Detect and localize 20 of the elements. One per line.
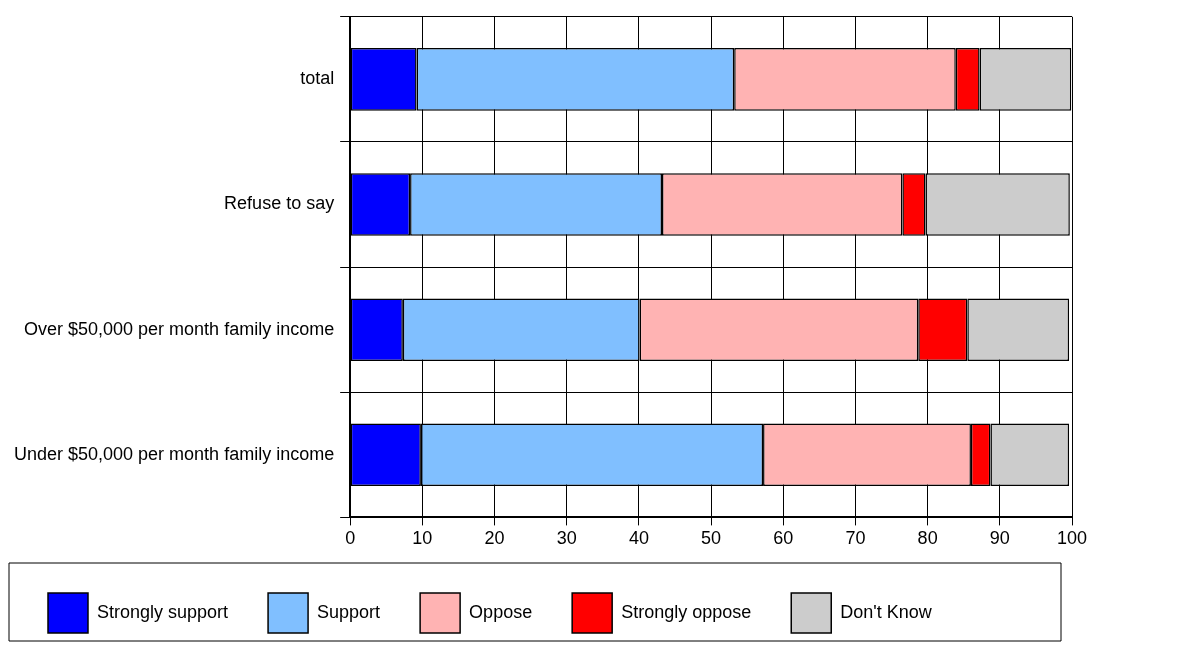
x-tick-label: 20 (484, 528, 505, 549)
legend-label: Oppose (469, 601, 533, 622)
legend-label: Don't Know (840, 601, 933, 622)
x-tick-label: 60 (773, 528, 794, 549)
y-tick-label: Refuse to say (224, 193, 335, 214)
y-tick-label: total (300, 68, 335, 89)
legend-label: Strongly oppose (621, 601, 752, 622)
x-tick-label: 40 (628, 528, 649, 549)
x-tick-label: 80 (917, 528, 938, 549)
x-tick-label: 0 (345, 528, 356, 549)
y-tick-label: Under $50,000 per month family income (14, 443, 335, 464)
x-tick-label: 100 (1056, 528, 1088, 549)
legend-label: Strongly support (97, 601, 229, 622)
x-tick-label: 50 (701, 528, 722, 549)
legend-label: Support (317, 601, 381, 622)
x-tick-label: 30 (556, 528, 577, 549)
x-tick-label: 90 (989, 528, 1010, 549)
x-tick-label: 70 (845, 528, 866, 549)
x-tick-label: 10 (412, 528, 433, 549)
y-tick-label: Over $50,000 per month family income (24, 318, 335, 339)
